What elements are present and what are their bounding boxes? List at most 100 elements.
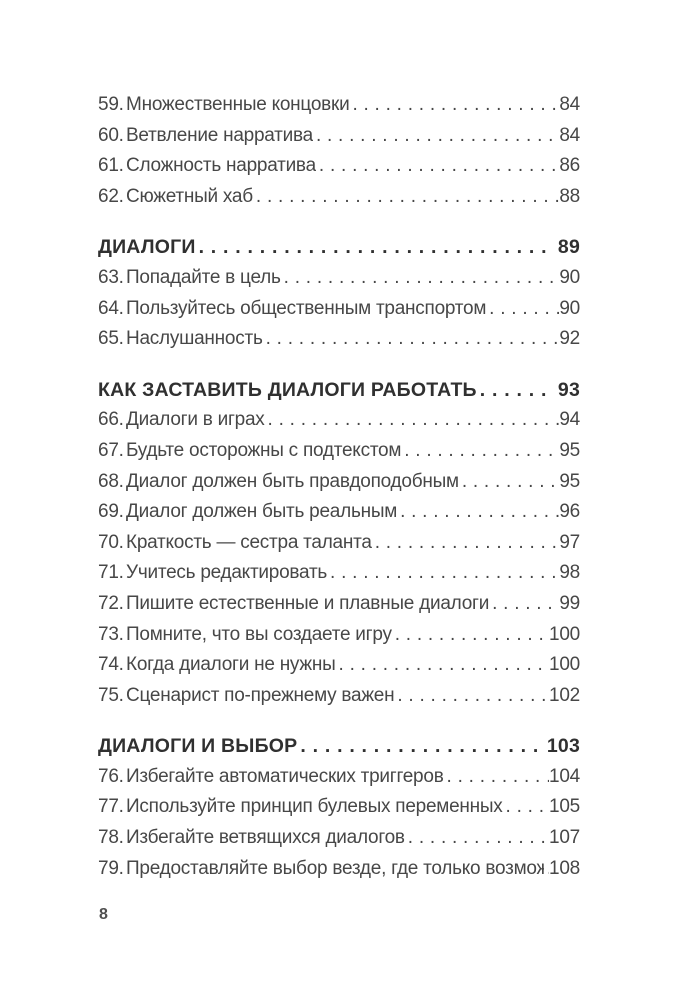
entry-page-number: 102 (549, 684, 580, 706)
toc-entry: 64.Пользуйтесь общественным транспортом 9… (98, 294, 580, 325)
toc-section-header: ДИАЛОГИ И ВЫБОР 103 (98, 731, 580, 762)
entry-number: 71. (98, 562, 124, 584)
toc-entry: 60.Ветвление нарратива 84 (98, 121, 580, 152)
entry-page-number: 107 (549, 827, 580, 849)
dot-leader (265, 405, 560, 436)
entry-page-number: 84 (559, 94, 580, 115)
entry-title: Сложность нарратива (126, 155, 316, 177)
entry-title: Диалог должен быть реальным (126, 501, 398, 523)
entry-number: 60. (98, 124, 124, 146)
entry-number: 64. (98, 297, 124, 319)
entry-number: 61. (98, 155, 124, 177)
dot-leader (477, 375, 554, 406)
entry-title: Диалоги в играх (126, 409, 265, 431)
toc-entry: 61.Сложность нарратива 86 (98, 151, 580, 182)
entry-page-number: 100 (549, 623, 580, 645)
entry-page-number: 90 (559, 266, 580, 288)
toc-entry: 76.Избегайте автоматических триггеров 104 (98, 762, 580, 793)
section-page-number: 89 (557, 236, 580, 259)
dot-leader (489, 589, 559, 620)
entry-page-number: 98 (559, 562, 580, 584)
section-title: ДИАЛОГИ (98, 236, 196, 259)
entry-number: 75. (98, 684, 124, 706)
toc-entry: 71.Учитесь редактировать 98 (98, 558, 580, 589)
entry-number: 67. (98, 439, 124, 461)
toc-entry: 65.Наслушанность 92 (98, 324, 580, 355)
dot-leader (253, 182, 559, 213)
entry-title: Используйте принцип булевых переменных (126, 796, 503, 818)
toc-section-header: ДИАЛОГИ 89 (98, 232, 580, 263)
entry-number: 63. (98, 266, 124, 288)
entry-title: Ветвление нарратива (126, 124, 313, 146)
entry-page-number: 86 (559, 155, 580, 177)
entry-title: Краткость — сестра таланта (126, 531, 372, 553)
entry-page-number: 92 (559, 328, 580, 350)
toc-entry: 79. Предоставляйте выбор везде, где тольк… (98, 854, 580, 885)
toc-entry: 69.Диалог должен быть реальным 96 (98, 497, 580, 528)
entry-page-number: 94 (559, 409, 580, 431)
section-title: КАК ЗАСТАВИТЬ ДИАЛОГИ РАБОТАТЬ (98, 378, 477, 401)
entry-title: Избегайте автоматических триггеров (126, 765, 444, 787)
entry-page-number: 105 (549, 796, 580, 818)
entry-number: 66. (98, 409, 124, 431)
entry-number: 72. (98, 592, 124, 614)
toc-entry: 70.Краткость — сестра таланта 97 (98, 528, 580, 559)
entry-page-number: 95 (559, 439, 580, 461)
dot-leader (503, 792, 550, 823)
entry-number: 74. (98, 654, 124, 676)
entry-title: Сюжетный хаб (126, 185, 253, 207)
dot-leader (444, 762, 550, 793)
section-page-number: 103 (546, 735, 580, 758)
entry-title: Диалог должен быть правдоподобным (126, 470, 459, 492)
dot-leader (281, 263, 560, 294)
entry-title: Попадайте в цель (126, 266, 281, 288)
toc-entry: 59.Множественные концовки 84 (98, 90, 580, 121)
entry-title: Будьте осторожны с подтекстом (126, 439, 402, 461)
entry-number: 65. (98, 328, 124, 350)
entry-number: 59. (98, 94, 124, 115)
entry-page-number: 90 (559, 297, 580, 319)
entry-number: 79. (98, 857, 124, 879)
entry-page-number: 96 (559, 501, 580, 523)
dot-leader (316, 151, 559, 182)
entry-page-number: 88 (559, 185, 580, 207)
entry-title: Когда диалоги не нужны (126, 654, 336, 676)
toc-entry: 77. Используйте принцип булевых переменны… (98, 792, 580, 823)
dot-leader (392, 620, 549, 651)
entry-number: 62. (98, 185, 124, 207)
table-of-contents: 59.Множественные концовки 84 60.Ветвление … (98, 90, 580, 884)
toc-entry: 73.Помните, что вы создаете игру 100 (98, 620, 580, 651)
toc-entry: 68.Диалог должен быть правдоподобным 95 (98, 467, 580, 498)
entry-title: Наслушанность (126, 328, 263, 350)
entry-page-number: 99 (559, 592, 580, 614)
entry-title: Пишите естественные и плавные диалоги (126, 592, 490, 614)
dot-leader (336, 650, 550, 681)
dot-leader (459, 467, 560, 498)
entry-page-number: 97 (559, 531, 580, 553)
dot-leader (297, 731, 542, 762)
toc-entry: 75.Сценарист по-прежнему важен 102 (98, 681, 580, 712)
dot-leader (313, 121, 559, 152)
dot-leader (394, 681, 549, 712)
dot-leader (397, 497, 559, 528)
toc-entry: 67.Будьте осторожны с подтекстом 95 (98, 436, 580, 467)
entry-page-number: 95 (559, 470, 580, 492)
toc-entry: 63.Попадайте в цель 90 (98, 263, 580, 294)
entry-title: Предоставляйте выбор везде, где только в… (126, 857, 545, 879)
entry-number: 76. (98, 765, 124, 787)
section-title: ДИАЛОГИ И ВЫБОР (98, 735, 298, 758)
entry-number: 78. (98, 827, 124, 849)
entry-title: Сценарист по-прежнему важен (126, 684, 395, 706)
entry-title: Множественные концовки (126, 94, 350, 115)
dot-leader (405, 823, 549, 854)
dot-leader (401, 436, 559, 467)
section-page-number: 93 (557, 378, 580, 401)
entry-number: 73. (98, 623, 124, 645)
toc-entry: 74.Когда диалоги не нужны 100 (98, 650, 580, 681)
toc-entry: 62.Сюжетный хаб 88 (98, 182, 580, 213)
entry-number: 77. (98, 796, 124, 818)
entry-page-number: 104 (549, 765, 580, 787)
entry-page-number: 100 (549, 654, 580, 676)
dot-leader (486, 294, 559, 325)
